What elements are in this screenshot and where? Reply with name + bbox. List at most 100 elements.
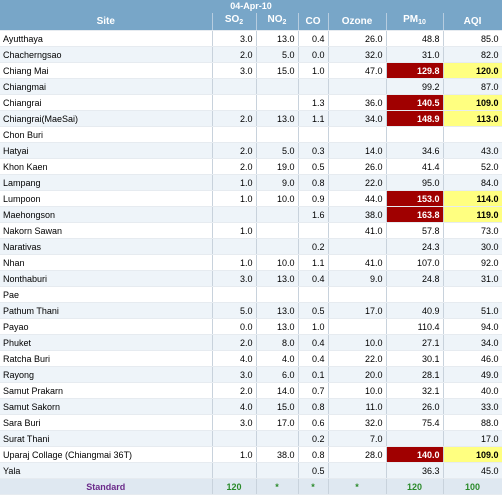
ozone-value: 17.0: [328, 302, 387, 319]
table-row: Samut Prakarn 2.0 14.0 0.7 10.0 32.1 40.0: [0, 382, 502, 399]
pm10-value: 163.8: [386, 206, 444, 223]
no2-value: [256, 206, 299, 223]
table-row: Surat Thani 0.2 7.0 17.0: [0, 430, 502, 447]
no2-value: [256, 222, 299, 239]
table-row: Nakorn Sawan 1.0 41.0 57.8 73.0: [0, 222, 502, 239]
ozone-value: 26.0: [328, 30, 387, 47]
site-name: Chacherngsao: [0, 46, 213, 63]
co-value: [298, 126, 329, 143]
so2-value: [212, 462, 257, 479]
table-row: Chiangmai 99.2 87.0: [0, 78, 502, 95]
pm10-value: 36.3: [386, 462, 444, 479]
table-row: Sara Buri 3.0 17.0 0.6 32.0 75.4 88.0: [0, 414, 502, 431]
ozone-value: [328, 286, 387, 303]
table-row: Ayutthaya 3.0 13.0 0.4 26.0 48.8 85.0: [0, 30, 502, 47]
table-row: Uparaj Collage (Chiangmai 36T) 1.0 38.0 0.8…: [0, 446, 502, 463]
ozone-value: 38.0: [328, 206, 387, 223]
ozone-value: [328, 126, 387, 143]
table-row: Chiangrai(MaeSai) 2.0 13.0 1.1 34.0 148.9 113.…: [0, 110, 502, 127]
table-row: Samut Sakorn 4.0 15.0 0.8 11.0 26.0 33.0: [0, 398, 502, 415]
no2-value: 8.0: [256, 334, 299, 351]
site-name: Ayutthaya: [0, 30, 213, 47]
aqi-value: 49.0: [443, 366, 502, 383]
so2-value: 2.0: [212, 110, 257, 127]
pm10-value: 32.1: [386, 382, 444, 399]
ozone-value: 41.0: [328, 222, 387, 239]
standard-label: Standard: [0, 478, 213, 495]
aqi-value: 109.0: [443, 446, 502, 463]
pm10-value: 110.4: [386, 318, 444, 335]
table-row: Pathum Thani 5.0 13.0 0.5 17.0 40.9 51.0: [0, 302, 502, 319]
aqi-value: 87.0: [443, 78, 502, 95]
aqi-value: 82.0: [443, 46, 502, 63]
pm10-value: [386, 126, 444, 143]
pm10-value: 30.1: [386, 350, 444, 367]
site-name: Hatyai: [0, 142, 213, 159]
ozone-value: 32.0: [328, 414, 387, 431]
so2-value: 2.0: [212, 46, 257, 63]
co-value: 0.2: [298, 238, 329, 255]
site-name: Phuket: [0, 334, 213, 351]
site-name: Narativas: [0, 238, 213, 255]
pm10-value: 28.1: [386, 366, 444, 383]
no2-value: 13.0: [256, 270, 299, 287]
ozone-value: 20.0: [328, 366, 387, 383]
site-name: Surat Thani: [0, 430, 213, 447]
site-name: Nhan: [0, 254, 213, 271]
so2-value: 3.0: [212, 366, 257, 383]
co-value: 0.9: [298, 190, 329, 207]
table-row: Chon Buri: [0, 126, 502, 143]
aqi-value: 114.0: [443, 190, 502, 207]
so2-value: [212, 94, 257, 111]
no2-value: 5.0: [256, 142, 299, 159]
col-header-co: CO: [298, 13, 329, 31]
standard-co: *: [298, 478, 329, 495]
pm10-value: 148.9: [386, 110, 444, 127]
table-row: Phuket 2.0 8.0 0.4 10.0 27.1 34.0: [0, 334, 502, 351]
pm10-value: 27.1: [386, 334, 444, 351]
site-name: Yala: [0, 462, 213, 479]
co-value: 0.4: [298, 30, 329, 47]
ozone-value: 26.0: [328, 158, 387, 175]
pm10-value: [386, 430, 444, 447]
site-name: Chon Buri: [0, 126, 213, 143]
so2-value: 2.0: [212, 142, 257, 159]
so2-value: [212, 206, 257, 223]
no2-value: 14.0: [256, 382, 299, 399]
ozone-value: 32.0: [328, 46, 387, 63]
aqi-value: 88.0: [443, 414, 502, 431]
no2-value: 4.0: [256, 350, 299, 367]
co-value: 1.0: [298, 318, 329, 335]
so2-value: 2.0: [212, 382, 257, 399]
ozone-value: 44.0: [328, 190, 387, 207]
col-header-pm10: PM10: [386, 13, 444, 31]
site-name: Pae: [0, 286, 213, 303]
site-name: Lampang: [0, 174, 213, 191]
aqi-value: 45.0: [443, 462, 502, 479]
table-row: Chiang Mai 3.0 15.0 1.0 47.0 129.8 120.0: [0, 62, 502, 79]
co-value: 0.4: [298, 334, 329, 351]
pm10-value: 40.9: [386, 302, 444, 319]
ozone-value: 7.0: [328, 430, 387, 447]
table-body: Ayutthaya 3.0 13.0 0.4 26.0 48.8 85.0 Chacherng…: [0, 30, 502, 479]
so2-value: 1.0: [212, 222, 257, 239]
aqi-value: 33.0: [443, 398, 502, 415]
co-value: 0.8: [298, 398, 329, 415]
co-value: 1.1: [298, 254, 329, 271]
co-value: 0.7: [298, 382, 329, 399]
site-name: Rayong: [0, 366, 213, 383]
no2-value: [256, 430, 299, 447]
aqi-value: 119.0: [443, 206, 502, 223]
col-header-ozone: Ozone: [328, 13, 387, 31]
table-row: Lampang 1.0 9.0 0.8 22.0 95.0 84.0: [0, 174, 502, 191]
table-row: Rayong 3.0 6.0 0.1 20.0 28.1 49.0: [0, 366, 502, 383]
no2-value: 6.0: [256, 366, 299, 383]
ozone-value: [328, 238, 387, 255]
standard-aqi: 100: [443, 478, 502, 495]
so2-value: 1.0: [212, 174, 257, 191]
col-header-aqi: AQI: [443, 13, 502, 31]
aqi-value: 109.0: [443, 94, 502, 111]
aqi-value: [443, 286, 502, 303]
site-name: Sara Buri: [0, 414, 213, 431]
site-name: Chiangrai(MaeSai): [0, 110, 213, 127]
